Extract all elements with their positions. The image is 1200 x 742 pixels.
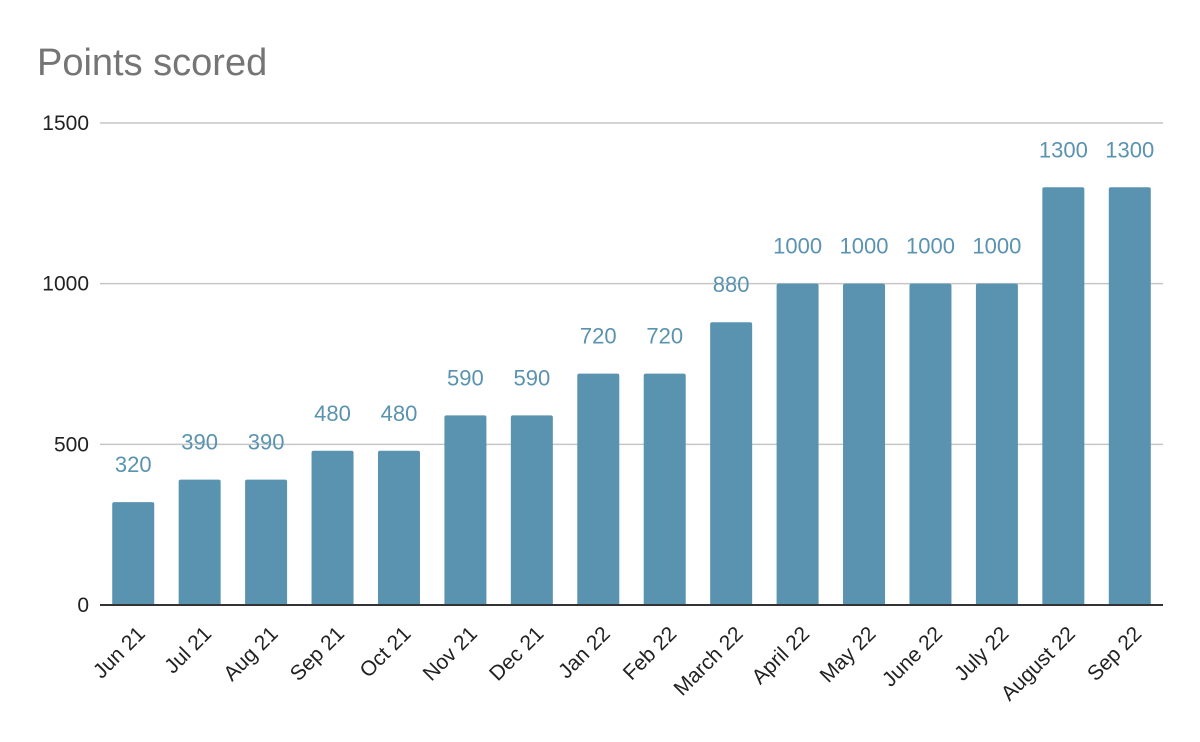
data-label: 880 [713,272,750,297]
chart-title: Points scored [37,42,267,84]
bars [112,187,1151,605]
bar [1042,187,1085,605]
data-label: 720 [580,324,617,349]
data-label: 1300 [1105,137,1154,162]
data-label: 590 [513,365,550,390]
data-label: 720 [646,324,683,349]
bar [776,283,819,605]
bar [444,415,487,605]
data-labels: 320 390 390 480 480 590 590 720 720 880 1000 1000 10… [115,137,1154,477]
x-tick-label: Oct 21 [355,622,415,682]
bar [843,283,886,605]
data-label: 480 [381,401,418,426]
x-tick-label: Sep 22 [1083,622,1146,685]
data-label: 1300 [1039,137,1088,162]
x-axis: Jun 21 Jul 21 Aug 21 Sep 21 Oct 21 Nov 21 Dec … [89,604,1163,705]
bar [245,479,288,605]
data-label: 390 [248,430,285,455]
x-tick-label: April 22 [748,622,815,689]
bar [510,415,553,605]
x-tick-label: June 22 [878,622,947,691]
bar [178,479,221,605]
y-axis: 0 500 1000 1500 [42,112,89,617]
bar [311,450,354,605]
bar [1108,187,1151,605]
y-tick-label: 1000 [42,273,89,296]
bar [975,283,1018,605]
data-label: 590 [447,365,484,390]
data-label: 480 [314,401,351,426]
x-tick-label: Nov 21 [419,622,482,685]
x-tick-label: Jan 22 [554,622,615,683]
bar [377,450,420,605]
y-tick-label: 0 [77,594,89,617]
x-tick-label: Aug 21 [219,622,282,685]
data-label: 1000 [972,234,1021,259]
x-tick-label: Sep 21 [286,622,349,685]
x-tick-label: July 22 [950,622,1013,685]
bar [112,502,155,605]
data-label: 1000 [773,234,822,259]
x-tick-label: Feb 22 [619,622,682,685]
data-label: 320 [115,452,152,477]
data-label: 390 [181,430,218,455]
y-tick-label: 1500 [42,112,89,135]
x-tick-label: March 22 [670,622,748,700]
x-tick-label: Dec 21 [485,622,548,685]
y-tick-label: 500 [54,433,89,456]
bar [710,322,753,605]
x-tick-label: Jun 21 [89,622,150,683]
data-label: 1000 [906,234,955,259]
data-label: 1000 [840,234,889,259]
bar [577,373,620,605]
x-tick-label: May 22 [816,622,881,687]
bar [909,283,952,605]
bar [643,373,686,605]
x-tick-label: Jul 21 [160,622,216,678]
